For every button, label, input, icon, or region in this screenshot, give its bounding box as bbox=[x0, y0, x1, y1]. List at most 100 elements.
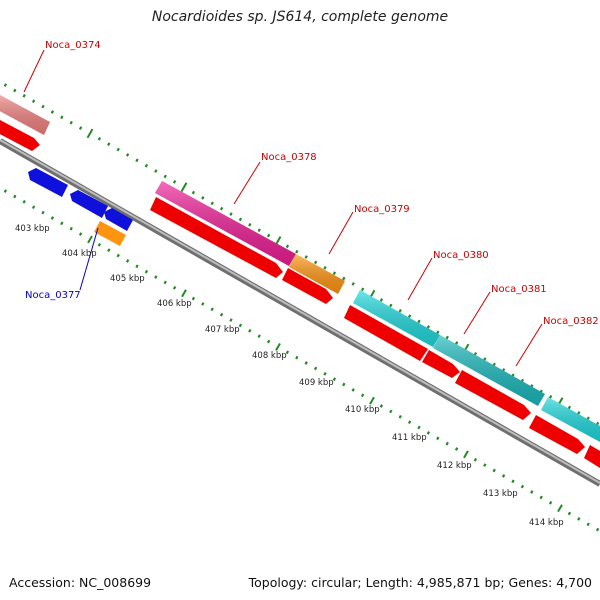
tick-mark bbox=[567, 405, 572, 410]
gene-noca-0374[interactable] bbox=[0, 95, 50, 135]
tick-mark bbox=[463, 450, 469, 459]
tick-mark bbox=[445, 441, 449, 446]
tick-mark bbox=[436, 330, 440, 335]
tick-mark bbox=[248, 222, 252, 227]
tick-mark bbox=[163, 174, 167, 179]
tick-mark bbox=[313, 366, 318, 371]
tick-mark bbox=[135, 264, 139, 269]
gene-label-noca-0382: Noca_0382 bbox=[543, 316, 599, 327]
tick-mark bbox=[360, 287, 365, 292]
gene-noca-0380[interactable] bbox=[353, 290, 440, 347]
tick-mark bbox=[229, 318, 233, 322]
tick-mark bbox=[78, 232, 83, 236]
tick-mark bbox=[144, 269, 149, 274]
tick-mark bbox=[107, 142, 111, 147]
scale-label-404: 404 kbp bbox=[62, 249, 97, 259]
tick-mark bbox=[97, 242, 102, 247]
scale-label-409: 409 kbp bbox=[299, 378, 334, 388]
tick-mark bbox=[548, 394, 553, 399]
tick-mark bbox=[501, 474, 506, 478]
tick-mark bbox=[426, 431, 431, 435]
tick-mark bbox=[530, 490, 534, 494]
tick-mark bbox=[285, 244, 290, 249]
tick-mark bbox=[172, 179, 177, 184]
scale-label-403: 403 kbp bbox=[15, 224, 50, 234]
tick-mark bbox=[577, 411, 581, 415]
accession-text: Accession: NC_008699 bbox=[9, 575, 152, 590]
tick-mark bbox=[360, 393, 365, 398]
tick-mark bbox=[60, 221, 64, 226]
tick-mark bbox=[454, 447, 459, 451]
tick-mark bbox=[454, 341, 459, 345]
tick-mark bbox=[379, 404, 384, 408]
scale-label-412: 412 kbp bbox=[437, 461, 472, 471]
tick-mark bbox=[210, 201, 214, 206]
gene-noca-0382[interactable] bbox=[541, 397, 600, 442]
gene-label-noca-0378: Noca_0378 bbox=[261, 152, 317, 163]
tick-mark bbox=[191, 190, 196, 195]
gene-label-noca-0377: Noca_0377 bbox=[25, 290, 81, 301]
tick-mark bbox=[332, 377, 337, 382]
tick-mark bbox=[342, 382, 346, 387]
gene-label-noca-0379: Noca_0379 bbox=[354, 204, 410, 215]
scale-label-413: 413 kbp bbox=[483, 489, 518, 499]
tick-mark bbox=[50, 216, 55, 220]
tick-mark bbox=[323, 265, 327, 270]
gene-label-noca-0380: Noca_0380 bbox=[433, 250, 489, 261]
tick-mark bbox=[398, 308, 402, 313]
tick-mark bbox=[125, 153, 130, 157]
tick-mark bbox=[407, 420, 412, 425]
tick-mark bbox=[313, 260, 318, 265]
scale-label-411: 411 kbp bbox=[392, 433, 427, 443]
scale-label-408: 408 kbp bbox=[252, 351, 287, 361]
tick-mark bbox=[229, 212, 233, 216]
tick-mark bbox=[69, 120, 73, 125]
tick-mark bbox=[154, 169, 158, 173]
tick-mark bbox=[511, 479, 515, 484]
cds-row-outer bbox=[0, 120, 600, 468]
gene-noca-0381[interactable] bbox=[433, 335, 545, 406]
scale-label-414: 414 kbp bbox=[529, 518, 564, 528]
tick-mark bbox=[219, 312, 224, 317]
tick-mark bbox=[257, 334, 261, 339]
tick-mark bbox=[379, 298, 384, 302]
tick-mark bbox=[31, 99, 36, 104]
map-title: Nocardioides sp. JS614, complete genome bbox=[151, 9, 449, 25]
tick-mark bbox=[595, 527, 600, 532]
scale-label-405: 405 kbp bbox=[110, 274, 145, 284]
tick-mark bbox=[210, 307, 214, 312]
tick-mark bbox=[266, 233, 271, 238]
tick-mark bbox=[295, 249, 299, 254]
tick-mark bbox=[426, 325, 431, 329]
topology-text: Topology: circular; Length: 4,985,871 bp… bbox=[248, 575, 592, 590]
tick-mark bbox=[520, 484, 525, 489]
tick-mark bbox=[219, 206, 224, 211]
tick-mark bbox=[248, 328, 252, 333]
gene-label-noca-0381: Noca_0381 bbox=[491, 284, 547, 295]
tick-mark bbox=[389, 303, 393, 308]
tick-mark bbox=[295, 355, 299, 360]
tick-mark bbox=[116, 147, 120, 152]
tick-mark bbox=[180, 182, 188, 192]
scale-label-406: 406 kbp bbox=[157, 299, 192, 309]
tick-mark bbox=[445, 335, 449, 340]
tick-mark bbox=[41, 104, 45, 109]
gene-noca-0378[interactable] bbox=[155, 181, 296, 266]
tick-mark bbox=[436, 436, 440, 441]
gene-noca-0379[interactable] bbox=[289, 254, 345, 294]
leader-lines bbox=[23, 49, 543, 367]
tick-mark bbox=[586, 522, 590, 527]
tick-mark bbox=[116, 253, 120, 258]
scale-label-407: 407 kbp bbox=[205, 325, 240, 335]
tick-mark bbox=[407, 314, 412, 319]
tick-mark bbox=[304, 255, 308, 259]
scale-label-410: 410 kbp bbox=[345, 405, 380, 415]
tick-mark bbox=[351, 282, 355, 286]
tick-mark bbox=[60, 115, 64, 120]
tick-mark bbox=[41, 210, 45, 215]
gene-noca-0377-region[interactable] bbox=[28, 168, 133, 246]
tick-mark bbox=[351, 388, 355, 392]
tick-mark bbox=[50, 110, 55, 114]
tick-mark bbox=[87, 235, 93, 244]
tick-mark bbox=[473, 457, 478, 462]
